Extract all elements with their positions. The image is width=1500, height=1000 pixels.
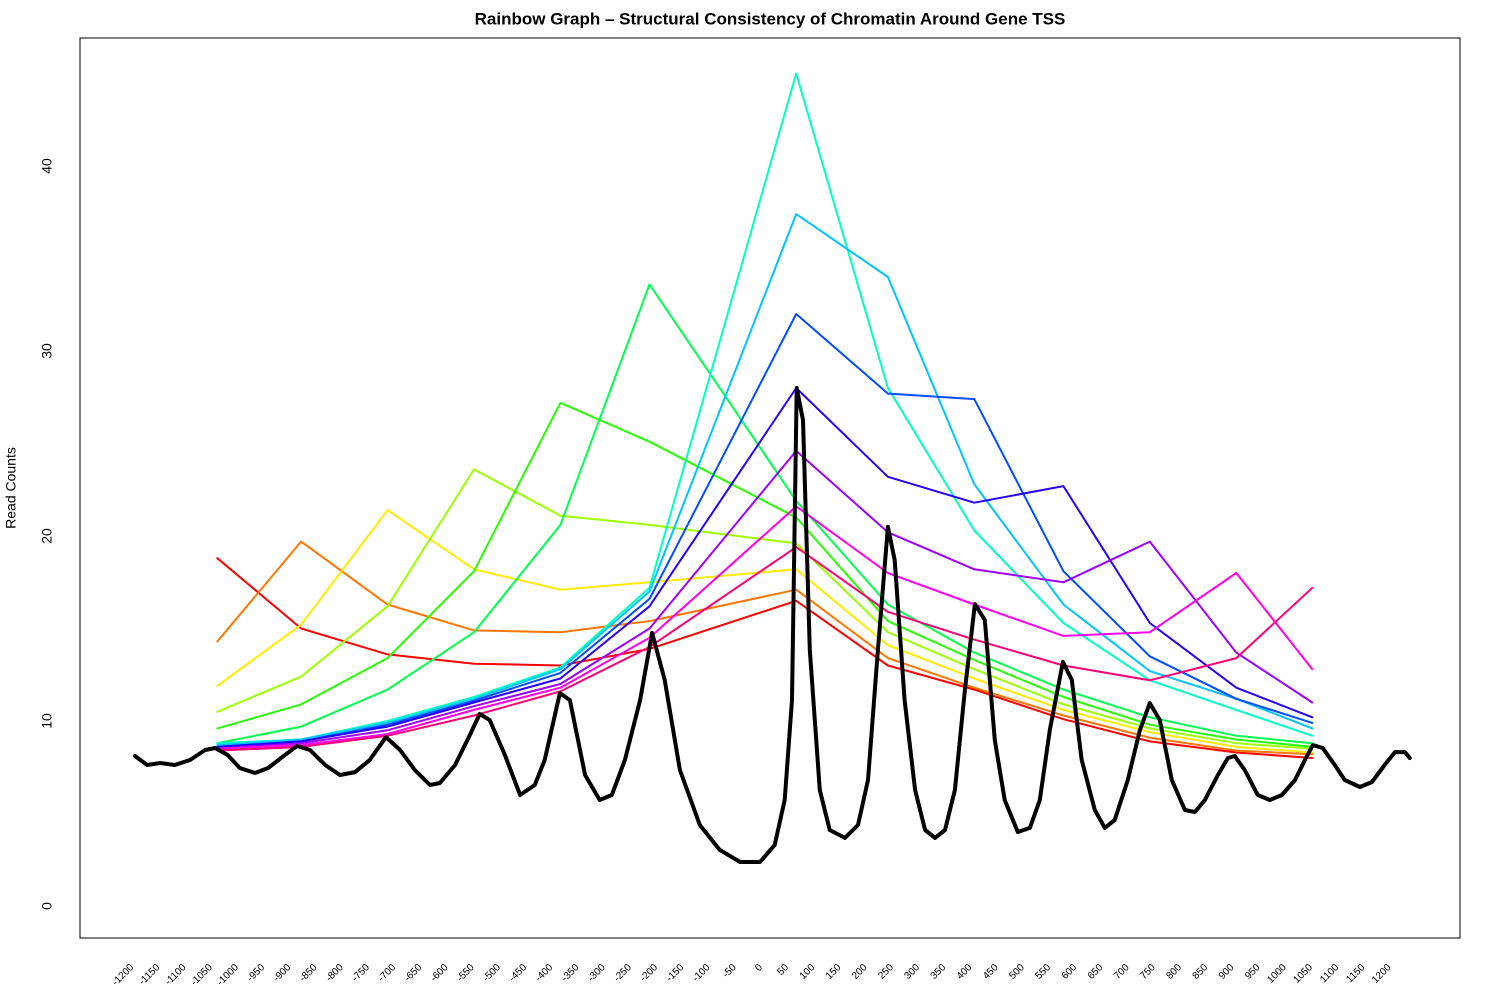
x-tick-label: -1150 (137, 962, 163, 988)
y-tick-label: 30 (39, 343, 55, 359)
x-tick-label: -1050 (189, 962, 215, 988)
x-tick-label: -350 (560, 962, 582, 984)
data-line (216, 546, 1314, 752)
data-line (216, 213, 1314, 747)
x-tick-label: -300 (586, 962, 608, 984)
data-line (216, 557, 1314, 759)
x-tick-label: -1100 (163, 962, 189, 988)
chart-title: Rainbow Graph – Structural Consistency o… (475, 9, 1066, 28)
x-tick-label: -800 (324, 962, 346, 984)
x-tick-label: 350 (929, 962, 949, 982)
x-tick-label: 200 (850, 962, 870, 982)
x-tick-label: -600 (429, 962, 451, 984)
x-tick-label: 400 (955, 962, 975, 982)
x-tick-label: 1200 (1370, 962, 1394, 986)
x-tick-label: -500 (481, 962, 503, 984)
x-tick-label: 1100 (1318, 962, 1341, 985)
x-tick-label: 300 (902, 962, 922, 982)
x-tick-label: 0 (753, 962, 765, 974)
x-tick-label: 1150 (1344, 962, 1367, 985)
x-tick-label: -400 (533, 962, 555, 984)
x-tick-label: 700 (1112, 962, 1132, 982)
y-axis-label: Read Counts (3, 447, 19, 529)
x-tick-label: -550 (455, 962, 477, 984)
x-tick-label: -50 (721, 962, 739, 980)
y-tick-label: 40 (39, 158, 55, 174)
x-tick-label: -1000 (215, 962, 241, 988)
x-tick-label: 650 (1086, 962, 1106, 982)
x-tick-label: -850 (298, 962, 320, 984)
x-tick-label: -200 (638, 962, 660, 984)
x-tick-label: 800 (1164, 962, 1184, 982)
x-tick-label: 250 (876, 962, 896, 982)
x-tick-label: 600 (1060, 962, 1080, 982)
data-line (216, 509, 1314, 754)
x-tick-label: 150 (824, 962, 844, 982)
x-tick-label: -100 (691, 962, 713, 984)
plot-frame (79, 37, 1461, 939)
x-tick-label: -150 (664, 962, 686, 984)
x-tick-label: 1050 (1291, 962, 1315, 986)
x-tick-label: -1200 (110, 962, 136, 988)
x-tick-label: -700 (376, 962, 398, 984)
x-tick-label: -900 (271, 962, 293, 984)
y-tick-label: 20 (39, 528, 55, 544)
x-tick-label: 750 (1138, 962, 1158, 982)
y-tick-label: 10 (39, 713, 55, 729)
x-tick-label: 850 (1191, 962, 1211, 982)
x-tick-label: 950 (1243, 962, 1263, 982)
x-tick-label: 1000 (1265, 962, 1289, 986)
x-tick-label: -450 (507, 962, 529, 984)
y-tick-label: 0 (39, 902, 55, 910)
data-line (133, 386, 1412, 864)
data-line (216, 313, 1314, 748)
x-tick-label: -250 (612, 962, 634, 984)
x-tick-label: 50 (775, 962, 791, 978)
x-tick-label: -750 (350, 962, 372, 984)
x-tick-label: -950 (245, 962, 267, 984)
data-line (216, 283, 1314, 745)
x-tick-label: 500 (1007, 962, 1027, 982)
x-tick-label: -650 (402, 962, 424, 984)
x-tick-label: 900 (1217, 962, 1237, 982)
x-tick-label: 100 (798, 962, 818, 982)
x-tick-label: 450 (981, 962, 1001, 982)
data-line (216, 72, 1314, 745)
x-tick-label: 550 (1033, 962, 1053, 982)
